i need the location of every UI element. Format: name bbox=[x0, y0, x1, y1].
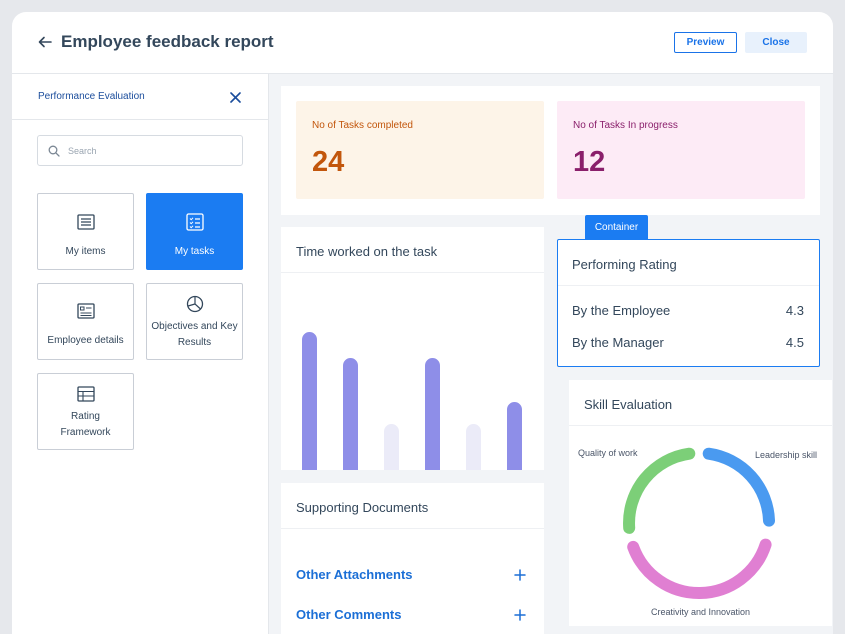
supporting-documents-card: Supporting Documents Other Attachments O… bbox=[281, 483, 544, 634]
stat-value: 24 bbox=[312, 146, 345, 178]
bar-6 bbox=[507, 402, 522, 470]
search-icon bbox=[48, 145, 60, 157]
divider bbox=[281, 528, 544, 529]
stat-tasks-completed: No of Tasks completed 24 bbox=[296, 101, 544, 199]
tile-label: My items bbox=[65, 246, 106, 257]
tile-label: Objectives and Key Results bbox=[151, 321, 238, 348]
search-input[interactable] bbox=[68, 142, 238, 160]
tile-my-items[interactable]: My items bbox=[37, 193, 134, 270]
skill-label-quality: Quality of work bbox=[578, 448, 638, 458]
skill-evaluation-card: Skill Evaluation Quality of work Leaders… bbox=[569, 380, 832, 626]
app-window: Employee feedback report Preview Close P… bbox=[12, 12, 833, 634]
stat-label: No of Tasks completed bbox=[312, 120, 413, 131]
sidebar-title: Performance Evaluation bbox=[38, 91, 145, 102]
sidebar-header: Performance Evaluation bbox=[12, 74, 268, 120]
plus-icon[interactable] bbox=[514, 609, 526, 621]
main-content: No of Tasks completed 24 No of Tasks In … bbox=[269, 74, 833, 634]
tile-objectives[interactable]: Objectives and Key Results bbox=[146, 283, 243, 360]
bar-2 bbox=[343, 358, 358, 470]
tile-rating-framework[interactable]: Rating Framework bbox=[37, 373, 134, 450]
skill-label-leadership: Leadership skill bbox=[755, 450, 818, 460]
preview-button[interactable]: Preview bbox=[674, 32, 737, 53]
rating-value: 4.3 bbox=[785, 303, 804, 318]
close-icon[interactable] bbox=[230, 92, 241, 103]
page-title: Employee feedback report bbox=[61, 32, 274, 51]
tile-label: Rating Framework bbox=[60, 411, 111, 438]
page-header: Employee feedback report Preview Close bbox=[12, 12, 833, 74]
search-box bbox=[37, 135, 243, 166]
stat-label: No of Tasks In progress bbox=[573, 120, 678, 131]
close-button[interactable]: Close bbox=[745, 32, 807, 53]
other-comments-link[interactable]: Other Comments bbox=[296, 607, 402, 622]
bar-1 bbox=[302, 332, 317, 470]
time-worked-card: Time worked on the task bbox=[281, 227, 544, 470]
tile-my-tasks[interactable]: My tasks bbox=[146, 193, 243, 270]
bar-3 bbox=[384, 424, 399, 470]
rating-label: By the Employee bbox=[572, 303, 671, 318]
pie-chart-icon bbox=[186, 295, 204, 313]
container-tag[interactable]: Container bbox=[585, 215, 648, 239]
card-title: Skill Evaluation bbox=[584, 397, 673, 412]
rating-row-employee: By the Employee 4.3 bbox=[572, 303, 804, 318]
checklist-icon bbox=[186, 213, 204, 231]
sidebar: Performance Evaluation My items bbox=[12, 74, 269, 634]
bar-5 bbox=[466, 424, 481, 470]
card-title: Time worked on the task bbox=[296, 244, 438, 259]
stat-tasks-in-progress: No of Tasks In progress 12 bbox=[557, 101, 805, 199]
segment-creativity-innovation bbox=[627, 538, 772, 599]
table-icon bbox=[77, 386, 95, 402]
id-card-icon bbox=[77, 303, 95, 319]
divider bbox=[281, 272, 544, 273]
tile-label: My tasks bbox=[174, 246, 215, 257]
stat-value: 12 bbox=[573, 146, 606, 178]
card-title: Performing Rating bbox=[572, 257, 677, 272]
rating-value: 4.5 bbox=[785, 335, 804, 350]
skill-label-creativity: Creativity and Innovation bbox=[651, 607, 751, 617]
plus-icon[interactable] bbox=[514, 569, 526, 581]
stats-card: No of Tasks completed 24 No of Tasks In … bbox=[281, 86, 820, 215]
tile-employee-details[interactable]: Employee details bbox=[37, 283, 134, 360]
list-icon bbox=[77, 214, 95, 230]
bar-4 bbox=[425, 358, 440, 470]
divider bbox=[569, 425, 832, 426]
skill-donut bbox=[623, 447, 775, 599]
rating-row-manager: By the Manager 4.5 bbox=[572, 335, 804, 350]
tile-label: Employee details bbox=[47, 335, 124, 346]
arrow-left-icon[interactable] bbox=[37, 34, 53, 50]
rating-label: By the Manager bbox=[572, 335, 664, 350]
card-title: Supporting Documents bbox=[296, 500, 429, 515]
segment-quality-of-work bbox=[623, 447, 696, 534]
divider bbox=[558, 285, 819, 286]
segment-leadership-skill bbox=[702, 447, 775, 527]
performing-rating-card[interactable]: Performing Rating By the Employee 4.3 By… bbox=[557, 239, 820, 367]
other-attachments-link[interactable]: Other Attachments bbox=[296, 567, 413, 582]
